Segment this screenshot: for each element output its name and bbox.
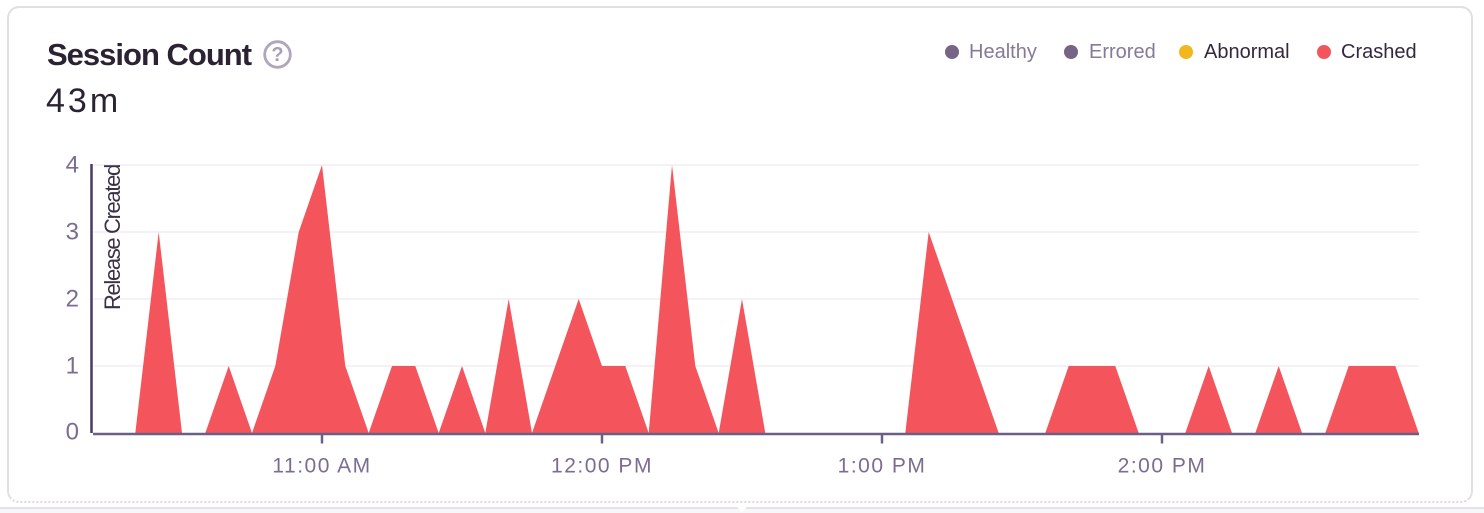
svg-text:12:00 PM: 12:00 PM [551, 455, 653, 478]
svg-text:?: ? [271, 44, 283, 66]
svg-text:3: 3 [66, 219, 79, 246]
svg-text:2: 2 [66, 286, 79, 313]
svg-text:1: 1 [66, 353, 79, 380]
svg-text:1:00 PM: 1:00 PM [838, 455, 927, 478]
svg-text:2:00 PM: 2:00 PM [1118, 455, 1207, 478]
svg-text:0: 0 [66, 419, 79, 446]
svg-text:4: 4 [66, 152, 79, 179]
svg-text:11:00 AM: 11:00 AM [272, 455, 371, 478]
svg-text:Release Created: Release Created [100, 165, 125, 310]
